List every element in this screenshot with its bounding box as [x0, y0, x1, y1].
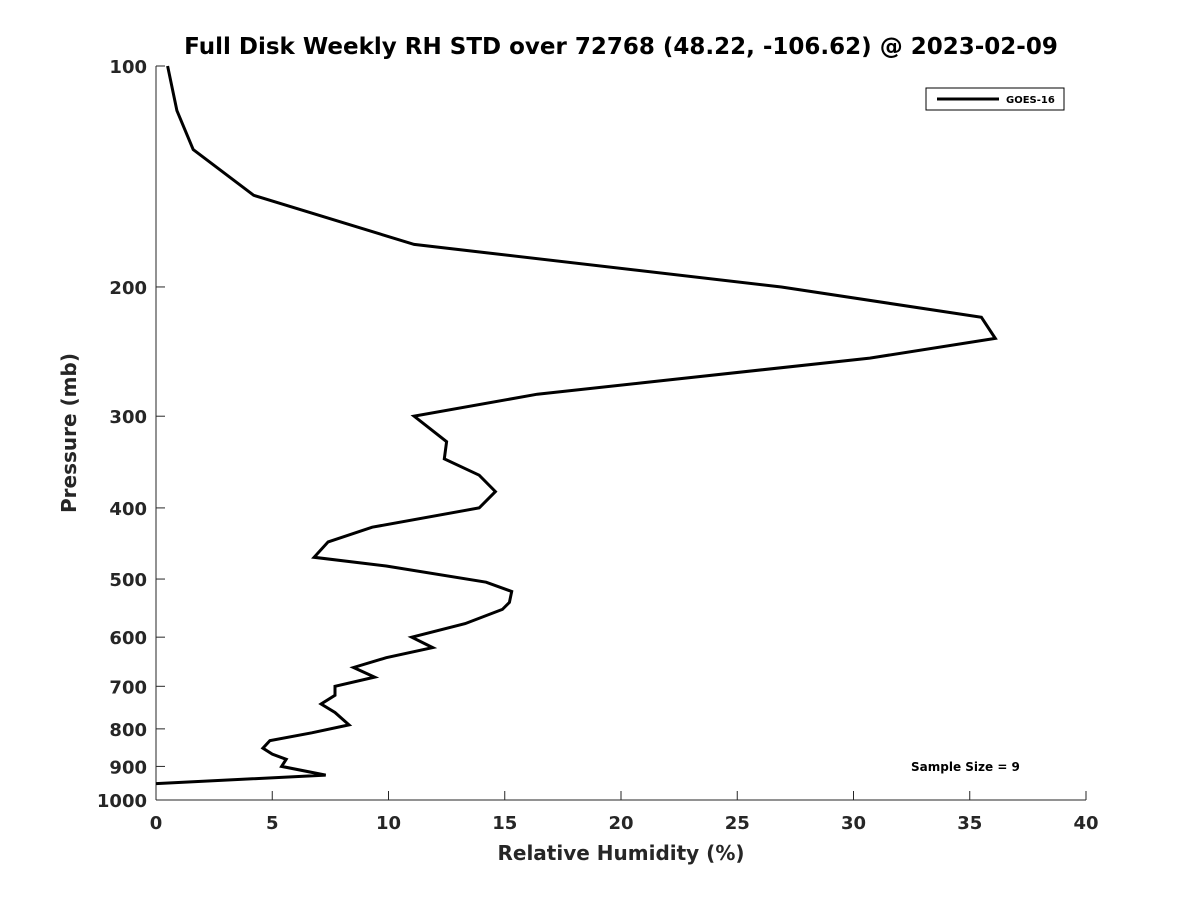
x-tick-label: 35 — [957, 813, 982, 834]
y-tick-label: 900 — [109, 757, 147, 778]
x-tick-label: 15 — [492, 813, 517, 834]
x-tick-label: 5 — [266, 813, 279, 834]
y-tick-label: 100 — [109, 57, 147, 78]
y-tick-label: 600 — [109, 628, 147, 649]
y-tick-label: 200 — [109, 278, 147, 299]
y-tick-label: 700 — [109, 677, 147, 698]
y-tick-label: 800 — [109, 720, 147, 741]
y-tick-label: 400 — [109, 499, 147, 520]
x-tick-label: 30 — [841, 813, 866, 834]
x-tick-label: 40 — [1073, 813, 1098, 834]
sample-size-annotation: Sample Size = 9 — [911, 760, 1020, 774]
plot-area: 0 5 10 15 20 25 30 35 40 100 200 300 400 500 600 700 800… — [97, 57, 1099, 834]
x-tick-label: 10 — [376, 813, 401, 834]
y-axis-label: Pressure (mb) — [57, 353, 81, 513]
chart-title: Full Disk Weekly RH STD over 72768 (48.2… — [184, 34, 1058, 60]
y-tick-label: 1000 — [97, 791, 147, 812]
y-tick-label: 500 — [109, 570, 147, 591]
y-tick-label: 300 — [109, 407, 147, 428]
legend: GOES-16 — [925, 87, 1065, 111]
x-tick-label: 25 — [725, 813, 750, 834]
legend-label-goes-16: GOES-16 — [1006, 95, 1055, 106]
x-tick-label: 0 — [150, 813, 163, 834]
x-tick-label: 20 — [608, 813, 633, 834]
series-line-goes-16 — [155, 65, 998, 786]
x-axis-label: Relative Humidity (%) — [497, 841, 744, 865]
